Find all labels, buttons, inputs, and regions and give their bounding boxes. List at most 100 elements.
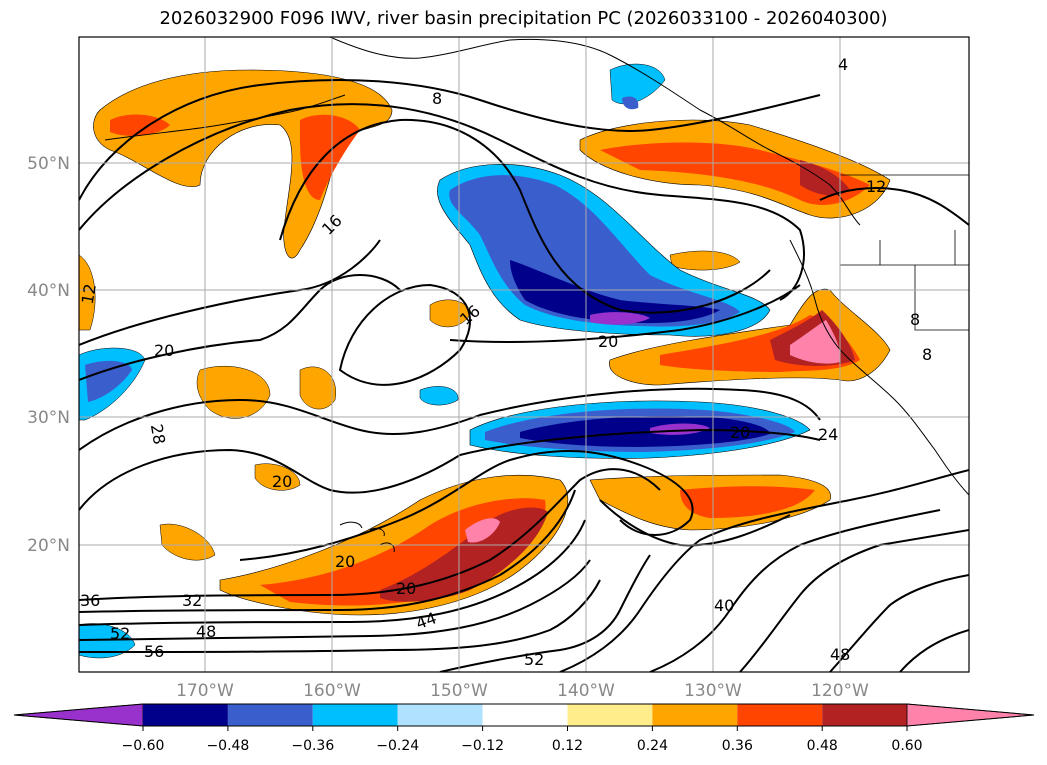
contour-label: 52 — [110, 624, 130, 643]
contour-line — [79, 387, 821, 451]
border-line — [840, 174, 969, 331]
contour-line — [338, 283, 471, 386]
lon-label: 170°W — [176, 681, 234, 701]
contour-label: 20 — [335, 552, 355, 571]
contour-label: 36 — [80, 591, 100, 610]
contour-line — [829, 574, 969, 672]
contour-line — [79, 519, 586, 626]
colorbar-tick-label: 0.48 — [807, 738, 838, 754]
contour-line — [449, 284, 801, 343]
contour-line — [79, 468, 661, 601]
contour-label: 12 — [78, 282, 100, 305]
lon-label: 130°W — [684, 681, 742, 701]
contour-label: 20 — [730, 423, 750, 442]
contour-label: 56 — [144, 642, 164, 661]
colorbar-extend-max — [906, 703, 1035, 727]
contour-line — [899, 629, 969, 672]
map-frame — [78, 36, 970, 673]
colorbar-segment — [482, 704, 568, 726]
contour-label: 8 — [432, 89, 442, 108]
colorbar-tick-label: −0.24 — [376, 738, 419, 754]
anomaly-region-alaska-negative — [609, 63, 666, 105]
contour-line — [739, 529, 969, 672]
anomaly-region-california-peak — [790, 320, 841, 364]
contour-line — [279, 118, 771, 314]
contour-label: 48 — [830, 645, 850, 664]
colorbar-tick-labels: −0.60 −0.48 −0.36 −0.24 −0.12 0.12 0.24 … — [122, 738, 923, 754]
anomaly-region-scatter-negative — [419, 386, 459, 406]
lat-label: 20°N — [27, 536, 70, 556]
contour-label: 52 — [524, 650, 544, 669]
anomaly-region-alaska-negative-core — [622, 96, 639, 110]
lat-label: 50°N — [27, 154, 70, 174]
contour-label: 20 — [396, 579, 416, 598]
anomaly-region-west-negative-core — [85, 360, 132, 402]
contour-line — [819, 187, 969, 226]
graticule — [79, 37, 969, 672]
contour-line — [649, 509, 941, 672]
colorbar-tick-label: 0.24 — [637, 738, 668, 754]
map-area: 8 12 16 16 20 20 28 20 20 20 20 24 36 32… — [78, 36, 970, 673]
contour-line — [79, 79, 821, 201]
contour-label: 24 — [818, 425, 838, 444]
contour-label: 48 — [196, 622, 216, 641]
contour-line — [239, 449, 694, 561]
anomaly-region-scatter-6 — [254, 463, 301, 491]
colorbar-tick-label: 0.60 — [891, 738, 922, 754]
coastline-west — [789, 239, 969, 496]
contour-label: 20 — [598, 332, 618, 351]
coastline — [104, 37, 969, 553]
colorbar-tick-label: 0.12 — [552, 738, 583, 754]
contour-label: 8 — [910, 310, 920, 329]
latitude-labels: 50°N 40°N 30°N 20°N — [27, 154, 70, 556]
contour-label: 28 — [147, 423, 169, 446]
political-boundaries — [840, 174, 969, 331]
lat-label: 40°N — [27, 281, 70, 301]
anomaly-region-scatter-5 — [159, 523, 216, 561]
contour-line — [79, 559, 591, 641]
anomaly-region-scatter-2 — [299, 366, 337, 410]
contour-label: 20 — [272, 472, 292, 491]
contour-label: 12 — [866, 177, 886, 196]
colorbar-extend-min — [13, 703, 144, 727]
coastline-alaska — [329, 37, 861, 226]
anomaly-region-gulf-peak — [800, 160, 850, 196]
contour-label: 4 — [838, 55, 848, 74]
negative-anomaly-fields — [79, 63, 811, 659]
anomaly-region-gulf-core — [600, 142, 870, 205]
contour-label: 40 — [714, 596, 734, 615]
anomaly-region-east-core — [680, 486, 815, 518]
colorbar-tick-label: −0.48 — [206, 738, 249, 754]
contour-line — [439, 554, 651, 672]
lon-label: 140°W — [557, 681, 615, 701]
anomaly-region-gulf-negative-core — [510, 260, 720, 324]
colorbar: −0.60 −0.48 −0.36 −0.24 −0.12 0.12 0.24 … — [13, 703, 1035, 754]
lat-label: 30°N — [27, 408, 70, 428]
positive-anomaly-fields — [79, 69, 891, 616]
anomaly-region-aleutian-core — [110, 114, 360, 200]
colorbar-segment — [227, 704, 313, 726]
contour-line — [79, 103, 805, 301]
anomaly-region-subtropical-dark — [380, 507, 548, 602]
contour-line — [79, 579, 601, 653]
lon-label: 150°W — [430, 681, 488, 701]
colorbar-segment — [652, 704, 738, 726]
contour-line — [79, 239, 381, 346]
anomaly-region-scatter-4 — [79, 254, 96, 331]
lon-label: 120°W — [811, 681, 869, 701]
contour-line — [79, 428, 821, 511]
colorbar-tick-label: −0.12 — [461, 738, 504, 754]
colorbar-segment — [143, 704, 228, 726]
longitude-labels: 170°W 160°W 150°W 140°W 130°W 120°W — [176, 681, 869, 701]
anomaly-region-scatter-7 — [669, 250, 741, 271]
coastline-hawaii — [339, 521, 395, 553]
contour-line — [559, 469, 969, 672]
colorbar-segment — [822, 704, 908, 726]
colorbar-segment — [397, 704, 483, 726]
colorbar-segment — [312, 704, 398, 726]
chart-title: 2026032900 F096 IWV, river basin precipi… — [159, 8, 888, 29]
contour-label: 8 — [922, 345, 932, 364]
coastline-aleutians — [104, 94, 346, 141]
anomaly-region-gulf-negative-peak — [590, 312, 650, 325]
